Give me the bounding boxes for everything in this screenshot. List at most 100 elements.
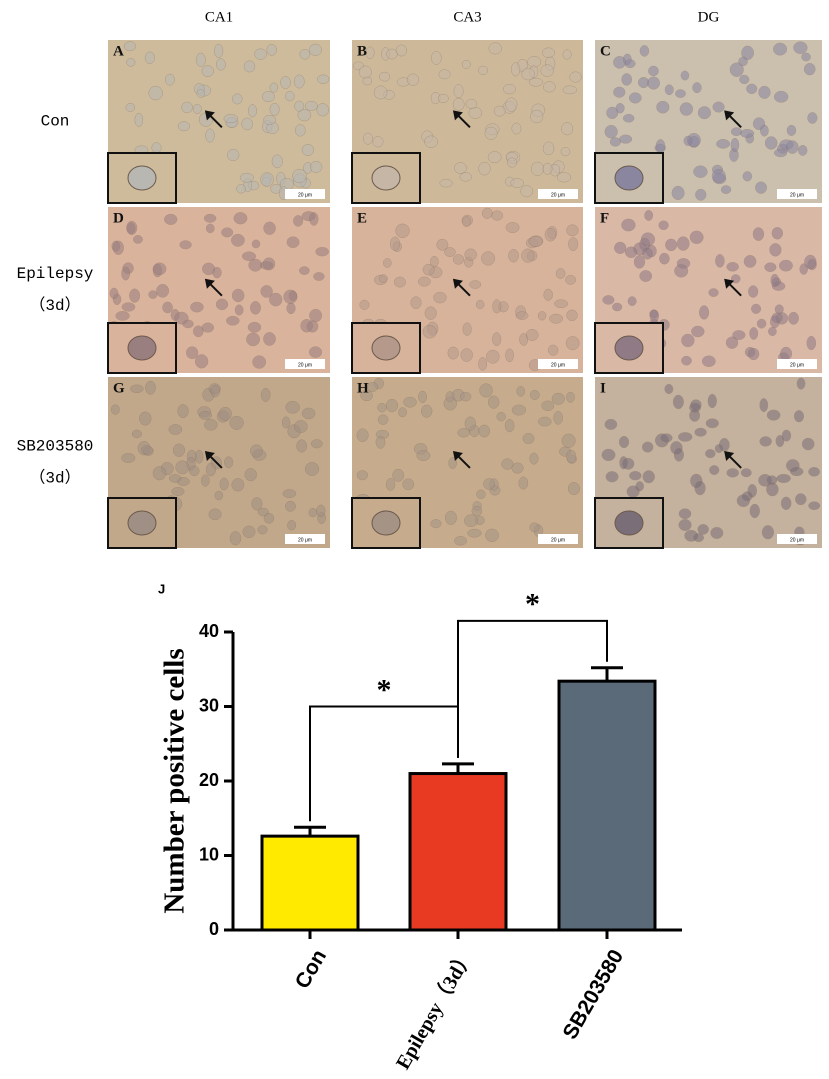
significance-label: * <box>525 588 540 621</box>
cell <box>808 467 820 477</box>
cell <box>743 255 757 268</box>
arrow-head <box>452 110 463 121</box>
cell <box>383 258 392 268</box>
cell <box>205 128 215 143</box>
cell <box>294 100 305 112</box>
cell <box>465 99 478 109</box>
cell <box>521 248 535 263</box>
y-tick-label: 20 <box>199 770 219 790</box>
cell <box>609 137 621 147</box>
cell <box>283 289 298 304</box>
cell <box>639 270 653 282</box>
cell <box>203 213 217 223</box>
cell <box>720 185 732 194</box>
cell <box>151 142 162 154</box>
cell <box>774 304 784 315</box>
scale-bar-label: 20 μm <box>790 192 804 198</box>
cell <box>252 355 267 369</box>
scale-bar-label: 20 μm <box>298 537 312 543</box>
cell <box>786 124 797 136</box>
cell <box>541 400 555 411</box>
cell <box>439 178 453 188</box>
cell <box>293 215 304 227</box>
panel-letter: C <box>600 43 611 59</box>
cell <box>416 450 431 461</box>
cell <box>385 478 396 491</box>
cell <box>756 318 767 329</box>
cell <box>690 399 702 411</box>
cell <box>627 296 637 306</box>
scale-bar-label: 20 μm <box>298 362 312 368</box>
cell <box>671 185 685 200</box>
cell <box>775 435 785 448</box>
cell <box>112 240 124 255</box>
panel-label: J <box>158 581 165 596</box>
cell <box>248 104 257 118</box>
cell <box>308 43 322 56</box>
cell <box>205 223 215 234</box>
cell <box>226 148 240 162</box>
cell <box>511 404 527 416</box>
cell <box>504 419 515 433</box>
cell <box>759 436 772 447</box>
cell <box>406 73 420 86</box>
cell <box>602 295 615 305</box>
inset-cell <box>371 510 401 536</box>
cell <box>748 285 759 298</box>
cell <box>555 268 566 279</box>
cell <box>418 276 431 287</box>
cell <box>773 90 789 103</box>
cell <box>747 347 760 361</box>
cell <box>505 348 514 363</box>
cell <box>378 274 388 283</box>
cell <box>226 315 240 326</box>
cell <box>315 247 329 257</box>
cell <box>215 298 229 311</box>
cell <box>739 74 750 85</box>
cell <box>793 410 804 423</box>
cell <box>418 390 428 403</box>
cell <box>444 510 457 525</box>
cell <box>269 82 279 93</box>
cell <box>145 380 156 395</box>
cell <box>566 224 579 237</box>
cell <box>758 85 771 99</box>
cell <box>746 83 758 94</box>
cell <box>742 171 753 182</box>
cell <box>177 404 189 419</box>
cell <box>269 292 283 307</box>
cell <box>129 288 141 303</box>
cell <box>221 227 234 238</box>
cell <box>377 414 389 425</box>
cell <box>204 419 218 431</box>
cell <box>712 101 725 113</box>
scale-bar-label: 20 μm <box>298 192 312 198</box>
row-label: （3d） <box>29 469 80 488</box>
x-tick-label: Con <box>291 946 331 993</box>
x-tick-label: Epilepsy（3d） <box>391 945 478 1073</box>
cell <box>565 336 580 351</box>
cell <box>711 169 726 183</box>
cell <box>740 129 755 138</box>
cell <box>208 508 222 521</box>
cell <box>676 236 690 251</box>
cell <box>133 235 143 244</box>
cell <box>266 44 277 56</box>
cell <box>530 109 544 124</box>
cell <box>464 416 476 431</box>
cell <box>505 97 518 112</box>
cell <box>664 383 674 394</box>
scale-bar <box>538 534 578 544</box>
cell <box>162 301 173 314</box>
cell <box>673 448 684 462</box>
cell <box>356 470 369 481</box>
cell <box>190 301 204 313</box>
cell <box>234 304 244 316</box>
cell <box>506 157 518 168</box>
cell <box>478 357 488 371</box>
y-tick-label: 40 <box>199 621 219 641</box>
cell <box>475 299 485 310</box>
cell <box>233 212 248 225</box>
cell <box>316 103 329 117</box>
panel-letter: I <box>600 380 606 396</box>
